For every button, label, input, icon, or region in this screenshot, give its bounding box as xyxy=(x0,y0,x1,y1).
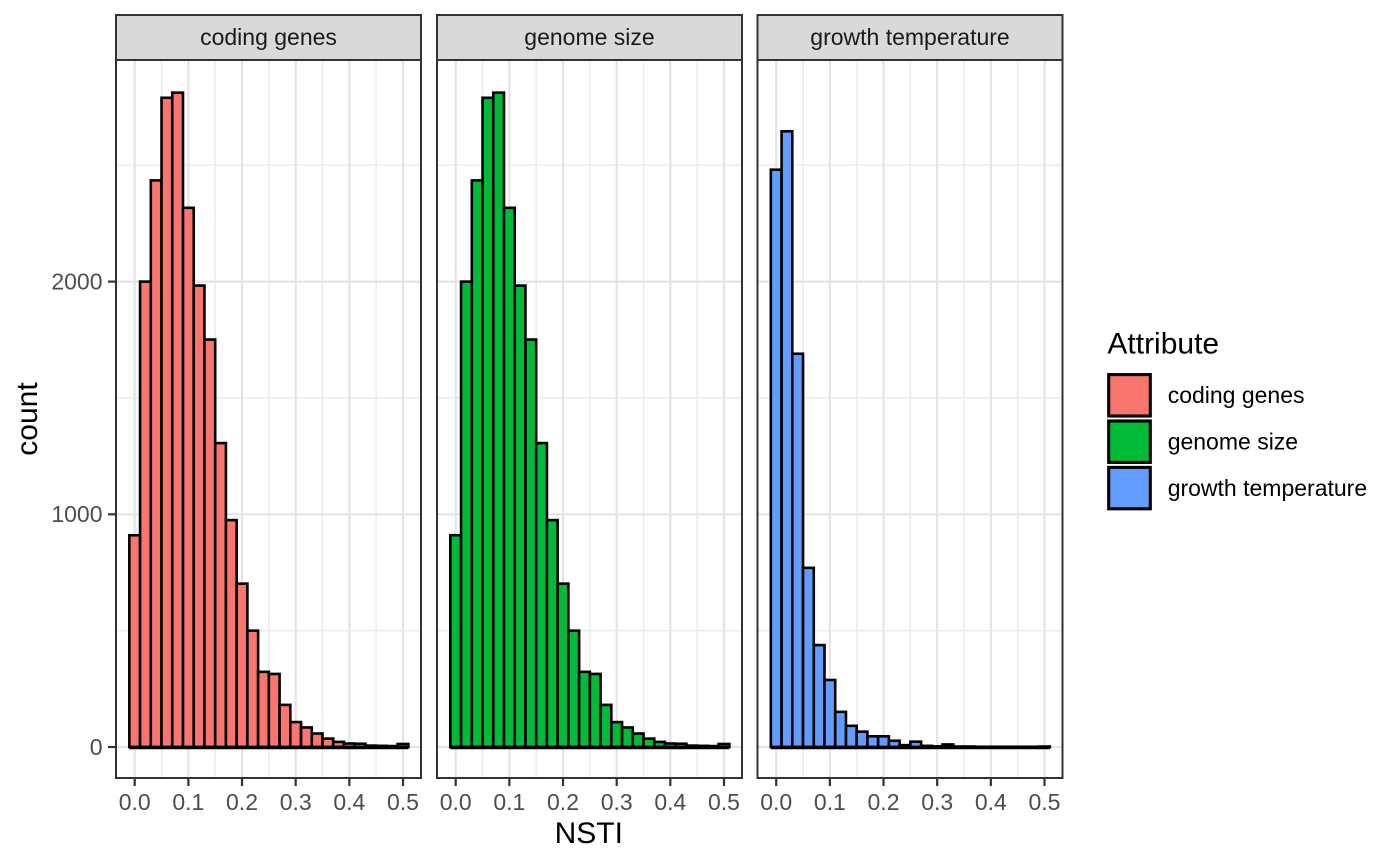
svg-text:0.5: 0.5 xyxy=(387,789,419,815)
svg-text:0: 0 xyxy=(90,734,103,760)
svg-text:0.2: 0.2 xyxy=(868,789,900,815)
svg-text:coding genes: coding genes xyxy=(200,24,337,50)
svg-text:genome size: genome size xyxy=(524,24,654,50)
svg-text:0.0: 0.0 xyxy=(440,789,472,815)
svg-text:NSTI: NSTI xyxy=(555,817,623,850)
svg-text:0.3: 0.3 xyxy=(280,789,312,815)
svg-text:0.2: 0.2 xyxy=(547,789,579,815)
svg-text:genome size: genome size xyxy=(1168,429,1298,455)
svg-text:2000: 2000 xyxy=(51,269,102,295)
svg-text:coding genes: coding genes xyxy=(1168,382,1305,408)
svg-text:0.2: 0.2 xyxy=(226,789,258,815)
svg-text:growth temperature: growth temperature xyxy=(810,24,1009,50)
svg-text:0.0: 0.0 xyxy=(760,789,792,815)
svg-text:0.4: 0.4 xyxy=(654,789,686,815)
svg-text:growth temperature: growth temperature xyxy=(1168,475,1367,501)
svg-text:0.5: 0.5 xyxy=(1029,789,1061,815)
svg-text:0.1: 0.1 xyxy=(814,789,846,815)
svg-text:0.4: 0.4 xyxy=(333,789,365,815)
svg-text:0.5: 0.5 xyxy=(708,789,740,815)
svg-text:1000: 1000 xyxy=(51,501,102,527)
svg-text:0.0: 0.0 xyxy=(119,789,151,815)
svg-text:0.3: 0.3 xyxy=(921,789,953,815)
svg-text:0.3: 0.3 xyxy=(601,789,633,815)
svg-text:0.4: 0.4 xyxy=(975,789,1007,815)
svg-text:count: count xyxy=(11,382,44,456)
svg-text:0.1: 0.1 xyxy=(493,789,525,815)
svg-text:0.1: 0.1 xyxy=(172,789,204,815)
svg-text:Attribute: Attribute xyxy=(1107,328,1219,361)
